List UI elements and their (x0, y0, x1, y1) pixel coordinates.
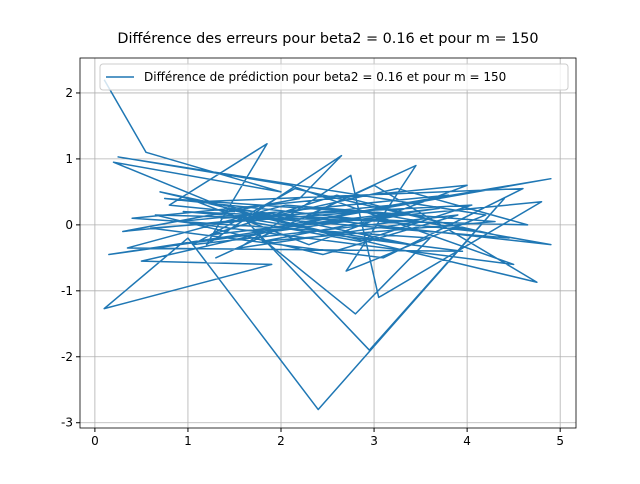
y-tick-label: 0 (65, 218, 73, 232)
y-tick-label: -2 (61, 350, 73, 364)
legend-box (99, 63, 569, 91)
x-tick-label: 5 (556, 434, 564, 448)
x-tick-label: 2 (277, 434, 285, 448)
line (103, 79, 552, 411)
x-tick-label: 3 (370, 434, 378, 448)
y-tick-label: -1 (61, 284, 73, 298)
x-tick-label: 1 (184, 434, 192, 448)
y-tick-label: 1 (65, 152, 73, 166)
x-tick-label: 4 (463, 434, 471, 448)
chart-title: Différence des erreurs pour beta2 = 0.16… (117, 31, 538, 47)
y-tick-label: -3 (61, 416, 73, 430)
legend-label: Différence de prédiction pour beta2 = 0.… (144, 70, 506, 84)
y-tick-label: 2 (65, 86, 73, 100)
x-tick-label: 0 (91, 434, 99, 448)
axes-frame (79, 57, 577, 429)
